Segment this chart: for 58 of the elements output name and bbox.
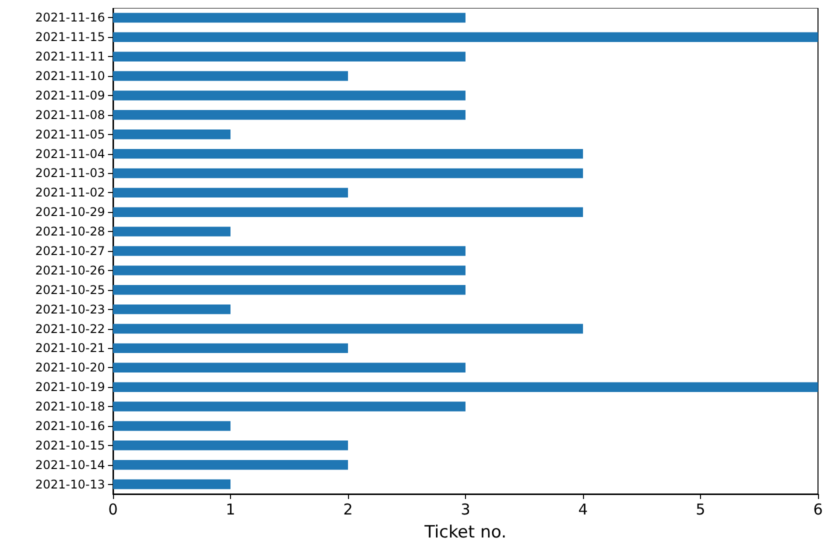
bar: [113, 226, 230, 236]
bar: [113, 207, 583, 217]
bar: [113, 402, 466, 412]
y-tick-label: 2021-11-11: [35, 50, 105, 64]
bar: [113, 32, 818, 42]
y-tick-label: 2021-11-09: [35, 88, 105, 102]
x-tick-label: 3: [460, 500, 470, 518]
bar: [113, 90, 466, 100]
y-tick-label: 2021-10-25: [35, 282, 105, 297]
bar: [113, 148, 583, 159]
y-tick-label: 2021-10-19: [35, 380, 105, 394]
x-tick-label: 4: [578, 500, 588, 518]
bar: [113, 343, 348, 354]
y-tick-label: 2021-11-04: [35, 146, 105, 161]
y-tick-label: 2021-11-15: [35, 30, 105, 44]
bar: [113, 266, 466, 276]
bar: [113, 421, 230, 431]
x-tick-label: 6: [813, 500, 823, 518]
y-tick-label: 2021-10-29: [35, 205, 105, 220]
bar: [113, 324, 583, 334]
x-axis-title: Ticket no.: [424, 522, 506, 542]
bar: [113, 479, 230, 490]
x-tick-label: 5: [696, 500, 706, 518]
bar: [113, 304, 230, 314]
y-tick-label: 2021-10-14: [35, 458, 105, 472]
bar: [113, 285, 466, 295]
y-tick-label: 2021-11-10: [35, 69, 105, 84]
x-tick-label: 1: [226, 500, 236, 518]
y-tick-label: 2021-10-23: [35, 302, 105, 316]
y-tick-label: 2021-10-18: [35, 400, 105, 414]
y-tick-label: 2021-11-16: [35, 10, 105, 25]
bar: [113, 382, 818, 392]
bar: [113, 168, 583, 178]
bar: [113, 362, 466, 372]
y-tick-label: 2021-10-26: [35, 263, 105, 278]
bar: [113, 460, 348, 470]
bar: [113, 110, 466, 120]
y-tick-label: 2021-11-08: [35, 108, 105, 122]
x-tick-label: 0: [108, 500, 118, 518]
y-tick-label: 2021-10-27: [35, 244, 105, 258]
bar: [113, 12, 466, 23]
y-tick-label: 2021-10-16: [35, 418, 105, 433]
y-tick-label: 2021-10-21: [35, 341, 105, 356]
bar: [113, 246, 466, 256]
y-tick-label: 2021-10-15: [35, 438, 105, 452]
bar: [113, 52, 466, 62]
y-tick-label: 2021-11-03: [35, 166, 105, 180]
x-tick-label: 2: [343, 500, 353, 518]
y-tick-label: 2021-10-28: [35, 224, 105, 239]
y-tick-label: 2021-11-02: [35, 186, 105, 200]
y-tick-label: 2021-11-05: [35, 127, 105, 142]
bar: [113, 71, 348, 81]
bar: [113, 188, 348, 198]
bar: [113, 440, 348, 450]
y-tick-label: 2021-10-13: [35, 477, 105, 492]
y-tick-label: 2021-10-22: [35, 322, 105, 336]
y-tick-label: 2021-10-20: [35, 360, 105, 375]
bar: [113, 130, 230, 140]
